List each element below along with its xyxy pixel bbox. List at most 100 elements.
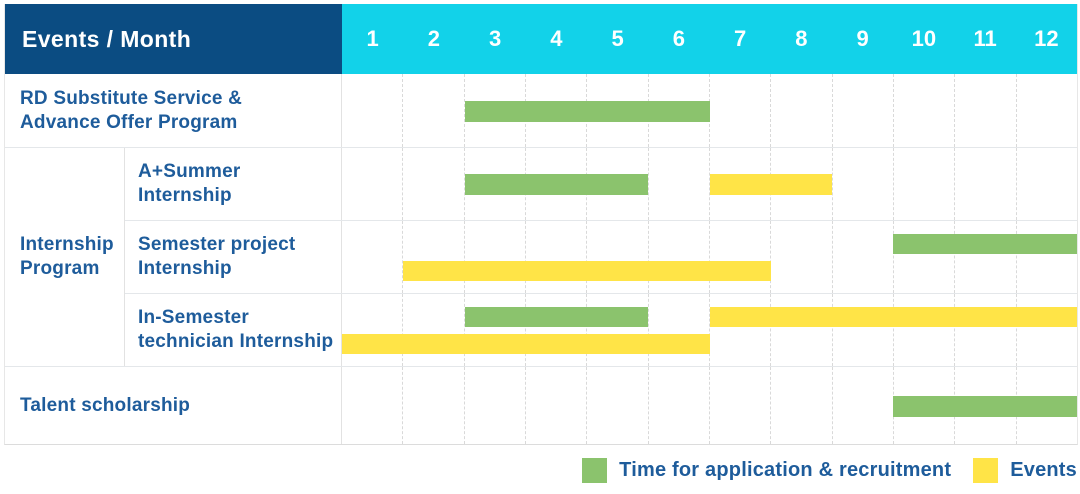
table-row: In-Semester technician Internship bbox=[125, 292, 1077, 366]
month-grid-cell bbox=[894, 221, 956, 293]
month-grid-cell bbox=[955, 74, 1017, 147]
gantt-bar-application bbox=[893, 234, 1077, 255]
month-grid-cell bbox=[771, 293, 833, 366]
row-label: RD Substitute Service & Advance Offer Pr… bbox=[5, 74, 342, 147]
month-label: 2 bbox=[427, 26, 440, 51]
month-grid-cell bbox=[526, 221, 588, 293]
month-grid-cell bbox=[342, 148, 404, 221]
gantt-bar-events bbox=[342, 333, 710, 354]
table-row: Semester project Internship bbox=[125, 220, 1077, 293]
gantt-table: Events / Month 1 2 3 4 5 6 7 8 9 10 11 12 RD Substi… bbox=[4, 4, 1078, 445]
gantt-bar-application bbox=[464, 100, 710, 122]
month-grid-cell bbox=[710, 293, 772, 366]
table-row: A+Summer Internship bbox=[125, 148, 1077, 221]
month-label: 12 bbox=[1034, 26, 1059, 51]
row-label: A+Summer Internship bbox=[125, 148, 342, 221]
row-chart-area bbox=[342, 148, 1077, 221]
month-grid-cell bbox=[403, 221, 465, 293]
month-grid-cell bbox=[894, 293, 956, 366]
month-grid-cell bbox=[342, 293, 404, 366]
gantt-bar-events bbox=[403, 261, 771, 282]
month-grid-cell bbox=[894, 74, 956, 147]
gantt-bar-events bbox=[709, 306, 1077, 327]
month-grid-cell bbox=[833, 293, 894, 366]
gantt-bar-application bbox=[464, 306, 649, 327]
month-grid-cell bbox=[526, 293, 588, 366]
month-grid-cell bbox=[710, 74, 772, 147]
month-grid-cell bbox=[465, 367, 526, 444]
month-label: 3 bbox=[489, 26, 502, 51]
legend: Time for application & recruitment Event… bbox=[4, 458, 1077, 483]
month-grid-cell bbox=[465, 221, 526, 293]
events-month-header-cell: Events / Month bbox=[5, 4, 342, 74]
month-grid-cell bbox=[1017, 74, 1077, 147]
group-label: Internship Program bbox=[5, 148, 125, 366]
row-chart-area bbox=[342, 221, 1077, 293]
month-grid-cell bbox=[955, 293, 1017, 366]
month-grid-cell bbox=[955, 221, 1017, 293]
month-grid-cell bbox=[955, 148, 1017, 221]
gantt-bar-application bbox=[464, 174, 649, 196]
month-grid-cell bbox=[403, 74, 465, 147]
month-grid-cell bbox=[710, 221, 772, 293]
row-chart-area bbox=[342, 293, 1077, 366]
month-grid-cell bbox=[342, 74, 404, 147]
month-label: 1 bbox=[366, 26, 379, 51]
month-grid-cell bbox=[587, 293, 649, 366]
month-grid-cell bbox=[833, 148, 894, 221]
month-label: 4 bbox=[550, 26, 563, 51]
table-row: RD Substitute Service & Advance Offer Pr… bbox=[5, 74, 1077, 147]
row-chart-area bbox=[342, 367, 1077, 444]
month-grid-cell bbox=[649, 221, 710, 293]
month-grid-cell bbox=[833, 367, 894, 444]
table-header-row: Events / Month 1 2 3 4 5 6 7 8 9 10 11 12 bbox=[5, 4, 1077, 74]
month-grid-cell bbox=[465, 293, 526, 366]
month-grid-cell bbox=[587, 367, 649, 444]
legend-label: Events bbox=[1010, 459, 1077, 481]
month-grid-cell bbox=[894, 148, 956, 221]
row-label: In-Semester technician Internship bbox=[125, 293, 342, 366]
month-grid-cell bbox=[833, 74, 894, 147]
gantt-bar-events bbox=[709, 174, 832, 196]
month-grid-cell bbox=[1017, 148, 1077, 220]
gantt-bar-application bbox=[893, 395, 1077, 417]
table-row: Talent scholarship bbox=[5, 366, 1077, 444]
month-grid-cell bbox=[710, 367, 772, 444]
month-grid-cell bbox=[649, 367, 710, 444]
application-swatch-icon bbox=[582, 458, 608, 483]
table-body: RD Substitute Service & Advance Offer Pr… bbox=[5, 74, 1077, 444]
month-grid-cell bbox=[1017, 221, 1077, 292]
month-grid-cell bbox=[342, 367, 404, 444]
month-grid-cell bbox=[403, 293, 465, 366]
events-swatch-icon bbox=[973, 458, 999, 483]
month-grid-cell bbox=[1017, 294, 1077, 366]
month-grid-cell bbox=[771, 148, 833, 221]
legend-item-events: Events bbox=[973, 458, 1077, 483]
month-grid-cell bbox=[526, 367, 588, 444]
group-subrows: A+Summer Internship Semester project Int… bbox=[125, 148, 1077, 366]
month-grid-cell bbox=[649, 293, 710, 366]
row-label: Talent scholarship bbox=[5, 367, 342, 444]
month-header-strip: 1 2 3 4 5 6 7 8 9 10 11 12 bbox=[342, 4, 1077, 74]
month-grid-cell bbox=[342, 221, 404, 293]
month-grid-cell bbox=[771, 74, 833, 147]
month-label: 6 bbox=[672, 26, 685, 51]
month-label: 11 bbox=[973, 26, 997, 51]
month-grid-cell bbox=[649, 148, 710, 221]
month-label: 9 bbox=[856, 26, 869, 51]
row-chart-area bbox=[342, 74, 1077, 147]
month-grid-cell bbox=[403, 148, 465, 221]
month-grid-cell bbox=[771, 367, 833, 444]
month-grid-cell bbox=[833, 221, 894, 293]
month-label: 7 bbox=[734, 26, 747, 51]
row-label: Semester project Internship bbox=[125, 221, 342, 293]
internship-program-group-row: Internship Program A+Summer Internship S… bbox=[5, 147, 1077, 366]
legend-label: Time for application & recruitment bbox=[619, 459, 952, 481]
month-label: 8 bbox=[795, 26, 808, 51]
legend-item-application: Time for application & recruitment bbox=[582, 458, 951, 483]
month-label: 10 bbox=[911, 26, 937, 51]
month-grid-cell bbox=[587, 221, 649, 293]
month-grid-cell bbox=[403, 367, 465, 444]
month-grid-cell bbox=[771, 221, 833, 293]
month-label: 5 bbox=[611, 26, 624, 51]
